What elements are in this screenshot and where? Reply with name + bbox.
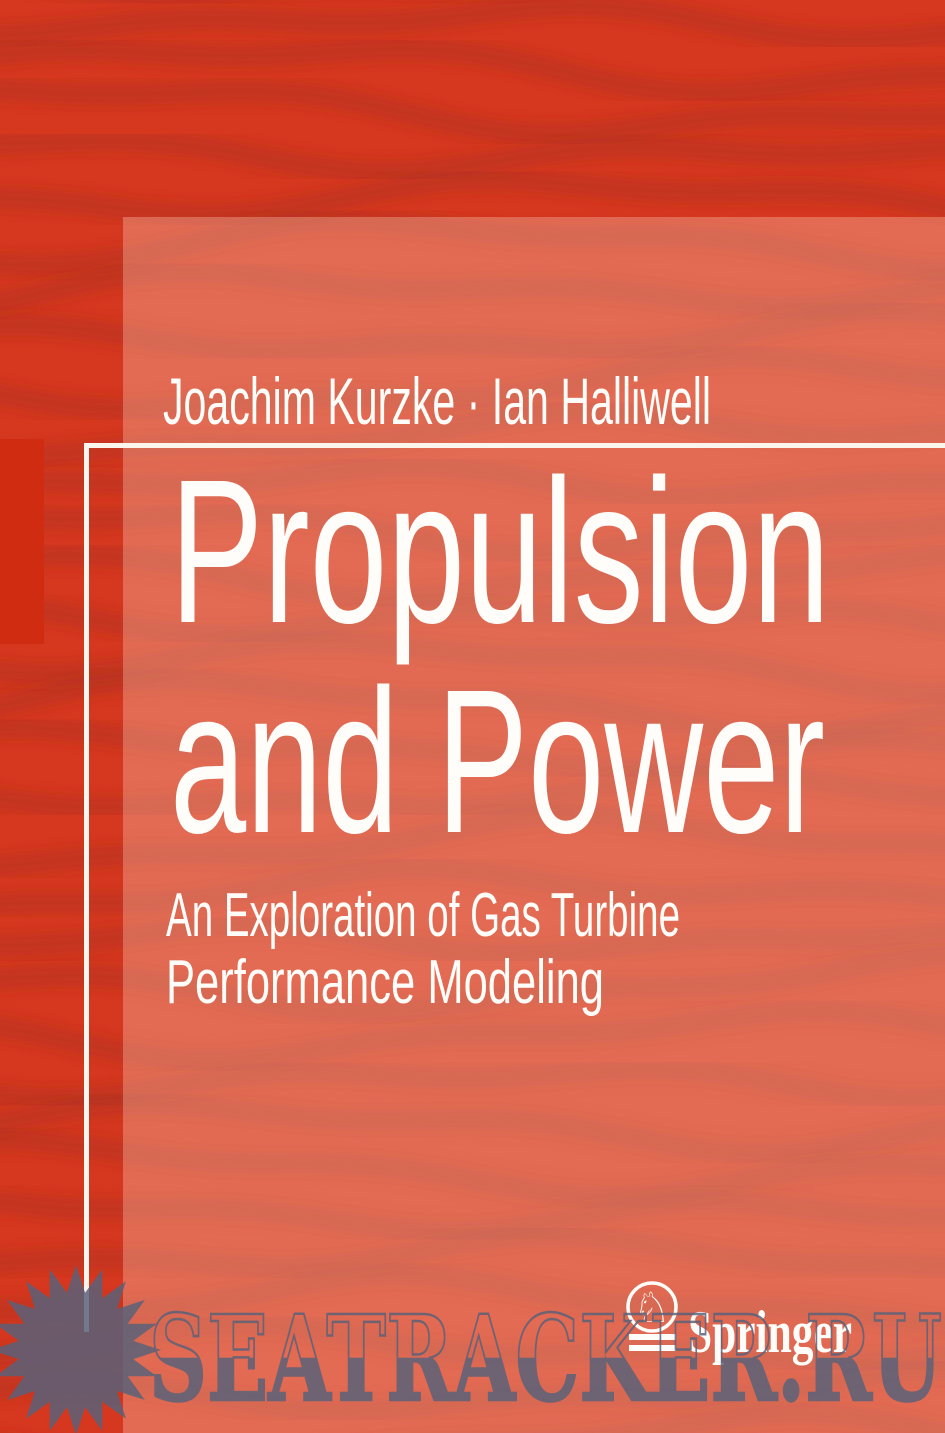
knight-circle <box>626 1281 678 1333</box>
wave-contour <box>0 1093 945 1164</box>
wave-contour <box>0 1224 945 1278</box>
wave-contour <box>0 130 945 183</box>
watermark-text: SEATRACKER.RU <box>149 1289 942 1428</box>
wave-contour <box>0 300 945 361</box>
wave-contour <box>0 944 945 1023</box>
wave-contour <box>0 0 945 51</box>
wave-contour <box>0 762 945 819</box>
wave-contour <box>0 857 945 915</box>
logo-bar <box>629 1334 676 1340</box>
wave-contour <box>0 261 945 318</box>
wave-contour <box>0 38 945 103</box>
wave-contour <box>0 78 945 145</box>
wave-contour <box>0 1000 945 1072</box>
wave-contour <box>0 1128 945 1208</box>
wave-contour <box>0 594 945 646</box>
wave-contour <box>0 502 945 564</box>
wave-contour <box>0 210 945 281</box>
wave-contour <box>427 1402 945 1433</box>
wave-contour <box>0 914 945 965</box>
horizontal-rule <box>84 443 945 448</box>
left-accent-rectangle <box>0 439 44 644</box>
wave-contour <box>0 544 945 609</box>
wave-contour <box>0 400 945 469</box>
wave-contour <box>0 630 945 705</box>
wave-contour <box>0 804 945 877</box>
sun-disc <box>21 1295 131 1405</box>
wave-contour <box>0 455 945 508</box>
wave-contour <box>0 1191 945 1243</box>
wave-contour <box>0 346 945 420</box>
wave-contour <box>0 168 945 226</box>
logo-bar <box>629 1345 676 1351</box>
sun-icon <box>0 1265 161 1433</box>
wave-contour <box>0 717 945 780</box>
vertical-rule <box>84 443 89 1332</box>
cover-panel <box>123 217 945 1433</box>
